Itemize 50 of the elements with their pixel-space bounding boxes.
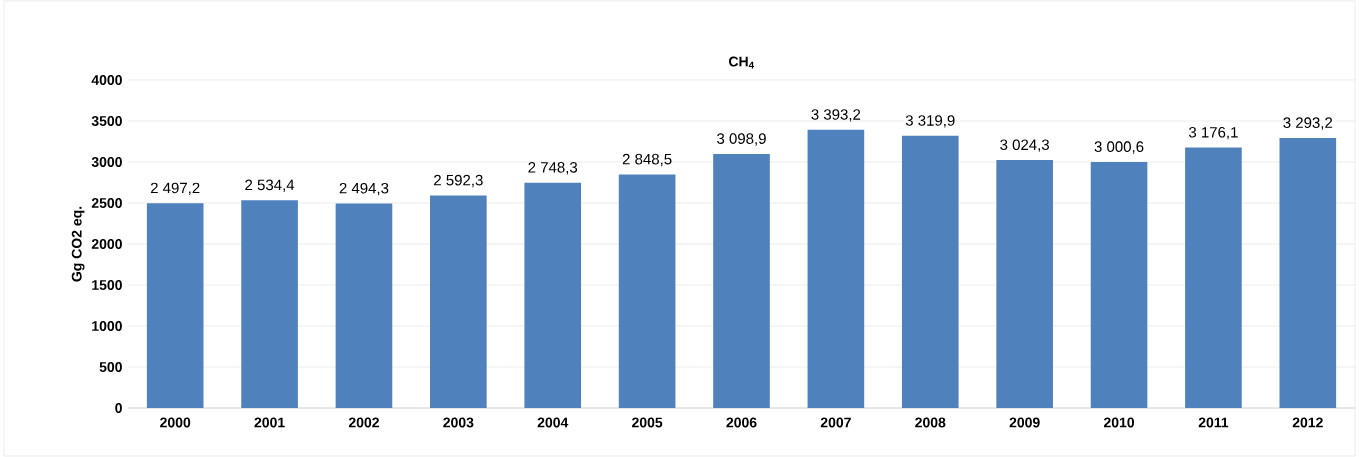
data-label: 2 848,5 <box>622 153 672 167</box>
bar <box>335 203 393 408</box>
x-tick-label: 2002 <box>348 417 379 428</box>
x-tick-label: 2003 <box>443 417 474 428</box>
y-tick-label: 2000 <box>91 239 122 249</box>
x-tick-label: 2005 <box>632 417 663 428</box>
x-tick-label: 2000 <box>160 417 191 428</box>
chart-title: CH$_{4}$ <box>728 56 755 69</box>
y-tick-label: 1500 <box>92 280 122 290</box>
data-label: 3 000,6 <box>1094 141 1144 154</box>
data-label: 3 176,1 <box>1188 126 1238 140</box>
y-tick-label: 1000 <box>92 321 122 331</box>
bar <box>618 174 676 408</box>
x-tick-label: 2010 <box>1103 417 1135 428</box>
bar <box>1090 161 1148 408</box>
data-label: 2 592,3 <box>434 174 483 188</box>
y-tick-label: 2500 <box>91 198 122 208</box>
bar <box>241 200 298 408</box>
data-label: 2 494,3 <box>339 182 389 196</box>
bar <box>146 203 204 408</box>
bar <box>996 160 1053 408</box>
data-label: 2 534,4 <box>245 179 295 192</box>
bar <box>901 135 959 408</box>
x-tick-label: 2008 <box>915 417 946 428</box>
x-tick-label: 2009 <box>1009 417 1040 428</box>
y-tick-label: 0 <box>115 403 122 413</box>
bar <box>1185 147 1242 408</box>
data-label: 3 293,2 <box>1283 117 1333 130</box>
y-axis-title: Gg CO2 eq. <box>71 206 85 282</box>
y-tick-label: 500 <box>99 362 122 372</box>
bar <box>807 129 865 408</box>
y-tick-label: 3500 <box>91 116 122 126</box>
x-tick-label: 2004 <box>537 417 569 428</box>
bar <box>713 153 770 408</box>
data-label: 2 497,2 <box>150 182 200 196</box>
data-label: 3 098,9 <box>717 133 766 146</box>
data-label: 3 319,9 <box>905 115 955 128</box>
x-tick-label: 2007 <box>820 417 851 428</box>
data-label: 3 024,3 <box>1000 139 1049 152</box>
bar <box>430 195 487 408</box>
data-label: 2 748,3 <box>528 162 578 175</box>
y-tick-label: 3000 <box>91 157 122 167</box>
x-tick-label: 2011 <box>1198 417 1229 428</box>
x-tick-label: 2012 <box>1292 417 1323 428</box>
bar <box>1279 137 1337 408</box>
y-tick-label: 4000 <box>91 75 122 85</box>
data-label: 3 393,2 <box>811 109 861 122</box>
x-tick-label: 2001 <box>254 417 285 428</box>
bar <box>524 182 582 408</box>
x-tick-label: 2006 <box>726 417 757 428</box>
